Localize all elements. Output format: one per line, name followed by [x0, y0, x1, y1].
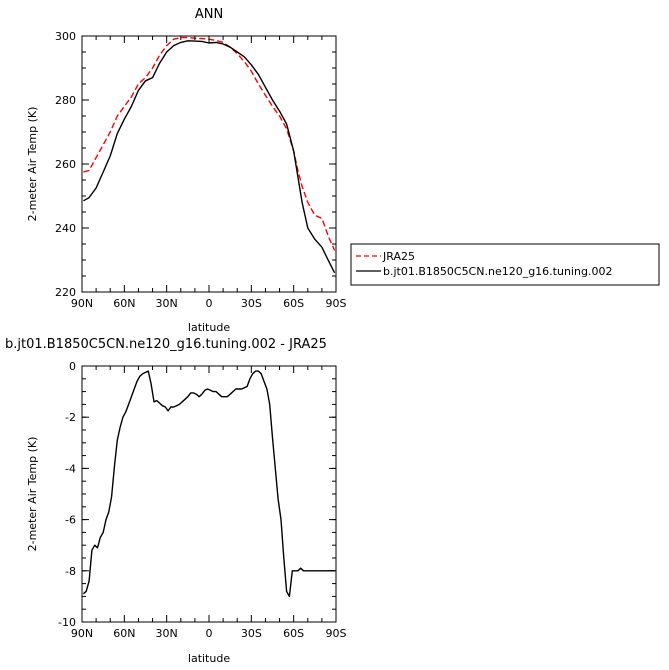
bottom-series-line-0 — [82, 370, 335, 598]
top-x-axis-label: latitude — [188, 321, 230, 334]
bottom-x-tick-label: 60N — [113, 627, 135, 640]
top-series-group — [83, 36, 336, 274]
top-x-tick-label: 90N — [71, 297, 93, 310]
top-x-tick-label: 90S — [326, 297, 347, 310]
bottom-x-ticks: 90N 60N 30N 0 30S 60S 90S — [71, 366, 347, 640]
legend-label-model: b.jt01.B1850C5CN.ne120_g16.tuning.002 — [383, 265, 612, 278]
bottom-x-tick-label: 90N — [71, 627, 93, 640]
legend: JRA25 b.jt01.B1850C5CN.ne120_g16.tuning.… — [350, 243, 660, 286]
legend-box — [350, 243, 660, 286]
top-series-line-1 — [83, 40, 336, 274]
bottom-x-tick-label: 30N — [156, 627, 178, 640]
bottom-x-axis-label: latitude — [188, 652, 230, 665]
bottom-x-tick-label: 0 — [206, 627, 213, 640]
bottom-series-group — [82, 370, 335, 598]
top-x-tick-label: 60S — [283, 297, 304, 310]
bottom-x-tick-label: 90S — [326, 627, 347, 640]
bottom-title: b.jt01.B1850C5CN.ne120_g16.tuning.002 - … — [5, 337, 327, 352]
top-series-line-0 — [83, 36, 336, 251]
top-y-axis-label: 2-meter Air Temp (K) — [26, 107, 39, 222]
top-y-tick-label: 220 — [55, 286, 76, 299]
top-x-tick-label: 30S — [241, 297, 262, 310]
top-y-ticks: 220 240 260 280 300 — [55, 30, 336, 299]
bottom-x-tick-label: 30S — [241, 627, 262, 640]
top-y-tick-label: 260 — [55, 158, 76, 171]
bottom-y-tick-label: -6 — [65, 514, 76, 527]
bottom-y-axis-label: 2-meter Air Temp (K) — [26, 437, 39, 552]
top-x-tick-label: 0 — [206, 297, 213, 310]
top-title: ANN — [195, 7, 223, 22]
top-y-tick-label: 240 — [55, 222, 76, 235]
top-plot-frame — [81, 35, 337, 293]
bottom-y-tick-label: -2 — [65, 411, 76, 424]
top-x-ticks: 90N 60N 30N 0 30S 60S 90S — [71, 36, 347, 310]
top-x-tick-label: 30N — [156, 297, 178, 310]
bottom-y-tick-label: -10 — [58, 616, 76, 629]
top-panel: ANN 90N 60N 30N 0 30S 60S 90S 220240260280300 … — [26, 7, 347, 334]
top-y-tick-label: 300 — [55, 30, 76, 43]
top-y-tick-label: 280 — [55, 94, 76, 107]
bottom-x-tick-label: 60S — [283, 627, 304, 640]
bottom-y-ticks: -10 -8 -6 -4 -2 0 — [58, 360, 336, 629]
bottom-y-tick-label: -8 — [65, 565, 76, 578]
bottom-panel: b.jt01.B1850C5CN.ne120_g16.tuning.002 - … — [5, 337, 347, 665]
bottom-plot-frame — [81, 365, 337, 623]
top-x-tick-label: 60N — [113, 297, 135, 310]
bottom-y-tick-label: 0 — [69, 360, 76, 373]
bottom-y-tick-label: -4 — [65, 462, 76, 475]
legend-label-jra25: JRA25 — [382, 250, 415, 263]
